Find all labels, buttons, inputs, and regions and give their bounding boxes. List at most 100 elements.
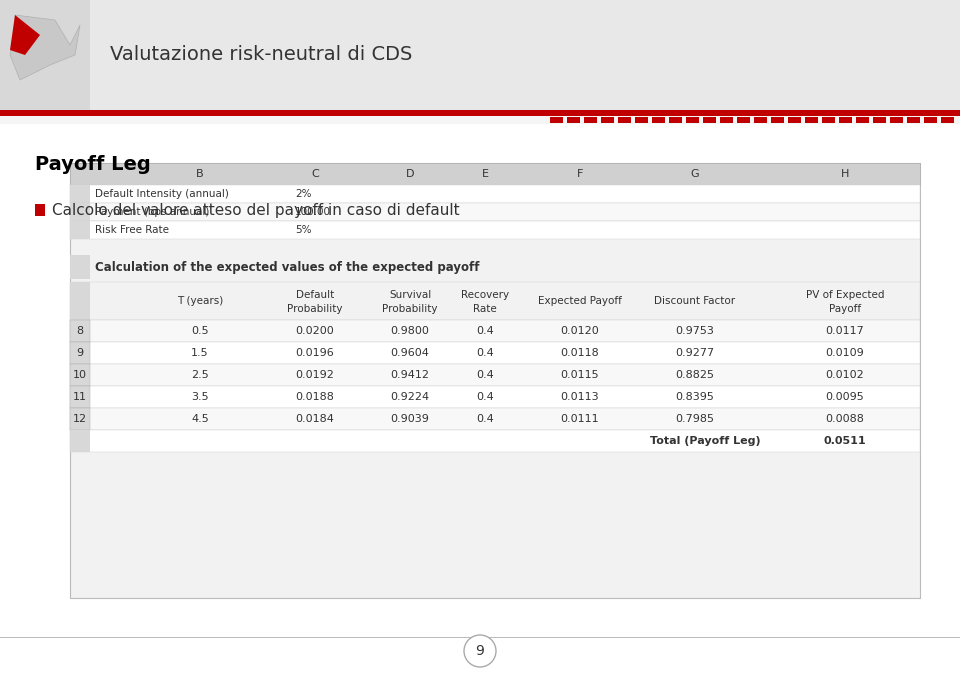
Text: 0.9224: 0.9224 xyxy=(391,392,429,402)
Text: 12: 12 xyxy=(73,414,87,424)
Bar xyxy=(839,117,852,123)
Text: Total (Payoff Leg): Total (Payoff Leg) xyxy=(650,436,760,446)
Bar xyxy=(618,117,631,123)
Bar xyxy=(805,117,818,123)
Text: 0.0511: 0.0511 xyxy=(824,436,866,446)
Bar xyxy=(70,282,920,320)
Text: 0.9412: 0.9412 xyxy=(391,370,429,380)
Text: Payoff Leg: Payoff Leg xyxy=(35,155,151,175)
Circle shape xyxy=(464,635,496,667)
Text: Payment (bps annual): Payment (bps annual) xyxy=(95,207,209,217)
Bar xyxy=(584,117,597,123)
Text: 9: 9 xyxy=(475,644,485,658)
Text: 8: 8 xyxy=(77,326,84,336)
Text: 0.8825: 0.8825 xyxy=(676,370,714,380)
Bar xyxy=(70,342,90,364)
Text: 0.4: 0.4 xyxy=(476,414,493,424)
Bar xyxy=(70,408,920,430)
Text: 2.5: 2.5 xyxy=(191,370,209,380)
Text: D: D xyxy=(406,169,415,179)
Text: Valutazione risk-neutral di CDS: Valutazione risk-neutral di CDS xyxy=(110,46,413,64)
Bar xyxy=(0,110,960,116)
Text: 0.9277: 0.9277 xyxy=(676,348,714,358)
Text: 11: 11 xyxy=(73,392,87,402)
Text: 0.9039: 0.9039 xyxy=(391,414,429,424)
Bar xyxy=(70,163,920,598)
Text: Recovery: Recovery xyxy=(461,290,509,300)
Bar xyxy=(703,117,716,123)
Text: 0.5: 0.5 xyxy=(191,326,209,336)
Bar xyxy=(720,117,733,123)
Bar xyxy=(0,0,960,110)
Bar xyxy=(788,117,801,123)
Text: C: C xyxy=(311,169,319,179)
Bar xyxy=(737,117,750,123)
Bar xyxy=(70,221,920,239)
Bar xyxy=(601,117,614,123)
Text: 100.00: 100.00 xyxy=(295,207,331,217)
Bar xyxy=(771,117,784,123)
Text: 0.9604: 0.9604 xyxy=(391,348,429,358)
Text: Probability: Probability xyxy=(287,304,343,314)
Text: Default Intensity (annual): Default Intensity (annual) xyxy=(95,189,228,199)
Text: 3.5: 3.5 xyxy=(191,392,209,402)
Text: Discount Factor: Discount Factor xyxy=(655,296,735,306)
Bar xyxy=(70,203,90,221)
Text: 0.0111: 0.0111 xyxy=(561,414,599,424)
Bar xyxy=(669,117,682,123)
Text: 0.0117: 0.0117 xyxy=(826,326,864,336)
Bar xyxy=(70,320,920,342)
Text: 0.0120: 0.0120 xyxy=(561,326,599,336)
Text: Survival: Survival xyxy=(389,290,431,300)
Bar xyxy=(822,117,835,123)
Bar xyxy=(686,117,699,123)
Text: G: G xyxy=(690,169,699,179)
Text: 0.0192: 0.0192 xyxy=(296,370,334,380)
Text: F: F xyxy=(577,169,583,179)
Text: Default: Default xyxy=(296,290,334,300)
Text: Expected Payoff: Expected Payoff xyxy=(538,296,622,306)
Bar xyxy=(70,221,90,239)
Text: 0.4: 0.4 xyxy=(476,370,493,380)
Bar xyxy=(70,386,90,408)
Text: 2%: 2% xyxy=(295,189,311,199)
Bar xyxy=(70,430,90,452)
Bar xyxy=(70,408,90,430)
Bar xyxy=(635,117,648,123)
Text: 0.8395: 0.8395 xyxy=(676,392,714,402)
Bar xyxy=(70,320,90,342)
Text: 1.5: 1.5 xyxy=(191,348,209,358)
Bar xyxy=(907,117,920,123)
Text: Probability: Probability xyxy=(382,304,438,314)
Text: Rate: Rate xyxy=(473,304,497,314)
Text: PV of Expected: PV of Expected xyxy=(805,290,884,300)
Bar xyxy=(70,364,90,386)
Text: 0.0115: 0.0115 xyxy=(561,370,599,380)
Text: 9: 9 xyxy=(77,348,84,358)
Bar xyxy=(873,117,886,123)
Text: 10: 10 xyxy=(73,370,87,380)
Text: H: H xyxy=(841,169,850,179)
Text: 0.0200: 0.0200 xyxy=(296,326,334,336)
Text: 0.4: 0.4 xyxy=(476,326,493,336)
Text: 0.4: 0.4 xyxy=(476,348,493,358)
Bar xyxy=(0,116,960,124)
Text: 0.4: 0.4 xyxy=(476,392,493,402)
Bar xyxy=(35,204,45,216)
Bar xyxy=(70,185,920,203)
Bar xyxy=(70,255,90,279)
Text: 5%: 5% xyxy=(295,225,311,235)
Text: 0.0113: 0.0113 xyxy=(561,392,599,402)
Text: 0.7985: 0.7985 xyxy=(676,414,714,424)
Text: Calcolo del valore atteso del payoff in caso di default: Calcolo del valore atteso del payoff in … xyxy=(52,202,460,218)
Bar xyxy=(924,117,937,123)
Bar xyxy=(652,117,665,123)
Bar xyxy=(70,282,90,320)
Bar xyxy=(70,386,920,408)
Text: Risk Free Rate: Risk Free Rate xyxy=(95,225,169,235)
Text: 0.9800: 0.9800 xyxy=(391,326,429,336)
Text: 0.0095: 0.0095 xyxy=(826,392,864,402)
Text: 0.9753: 0.9753 xyxy=(676,326,714,336)
Bar xyxy=(0,0,90,110)
Bar xyxy=(856,117,869,123)
